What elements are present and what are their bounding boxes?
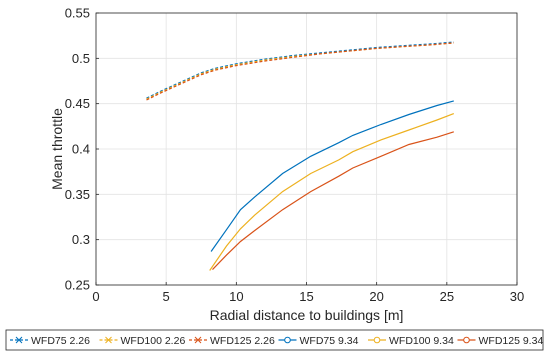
series-0 <box>146 41 454 99</box>
legend-circle-marker-icon <box>463 336 470 344</box>
x-tick-label: 10 <box>229 289 243 304</box>
y-tick-label: 0.3 <box>72 232 90 247</box>
legend-item: WFD125 9.34 <box>457 335 544 347</box>
legend-x-marker-icon <box>105 336 112 344</box>
series-1 <box>146 42 454 100</box>
legend-item: WFD75 9.34 <box>278 335 359 347</box>
legend-item: WFD75 2.26 <box>10 335 90 347</box>
x-tick-label: 20 <box>369 289 383 304</box>
legend-item: WFD100 2.26 <box>99 335 186 347</box>
legend: WFD75 2.26 WFD100 2.26 WFD125 2.26 WFD75 9.… <box>5 329 544 351</box>
legend-circle-marker-icon <box>373 336 381 344</box>
legend-label: WFD100 9.34 <box>389 335 454 347</box>
y-tick-label: 0.5 <box>72 51 90 66</box>
series-line <box>146 42 454 100</box>
x-tick-label: 0 <box>92 289 99 304</box>
series-2 <box>146 42 454 101</box>
legend-label: WFD75 2.26 <box>31 335 90 347</box>
legend-label: WFD125 9.34 <box>479 335 544 347</box>
y-tick-label: 0.4 <box>72 142 90 157</box>
series-5 <box>212 131 454 271</box>
series-line <box>146 42 454 101</box>
legend-x-marker-icon <box>194 336 202 344</box>
y-tick-label: 0.45 <box>65 96 90 111</box>
y-tick-label: 0.25 <box>65 278 90 293</box>
y-tick-label: 0.55 <box>65 6 90 21</box>
x-axis-label: Radial distance to buildings [m] <box>210 307 404 323</box>
legend-item: WFD125 2.26 <box>189 335 275 347</box>
x-tick-label: 25 <box>440 289 454 304</box>
series-3 <box>210 100 454 252</box>
legend-label: WFD75 9.34 <box>300 335 359 347</box>
legend-circle-marker-icon <box>284 336 291 344</box>
series-line <box>146 41 454 99</box>
series-line <box>210 100 454 252</box>
x-tick-label: 5 <box>163 289 170 304</box>
y-axis-label: Mean throttle <box>49 108 65 190</box>
legend-item: WFD100 9.34 <box>368 335 454 347</box>
series-line <box>212 131 454 271</box>
x-tick-label: 30 <box>510 289 524 304</box>
series-4 <box>209 113 455 271</box>
legend-label: WFD100 2.26 <box>121 335 186 347</box>
series-layer <box>146 41 455 271</box>
x-tick-label: 15 <box>299 289 313 304</box>
legend-x-marker-icon <box>15 336 23 344</box>
y-tick-label: 0.35 <box>65 187 90 202</box>
legend-box <box>5 329 544 351</box>
series-line <box>209 113 455 271</box>
y-axis-ticks: 0.25 0.3 0.35 0.4 0.45 0.5 0.55 <box>65 6 99 293</box>
legend-label: WFD125 2.26 <box>210 335 275 347</box>
x-axis-ticks: 0 5 10 15 20 25 30 <box>92 282 524 304</box>
